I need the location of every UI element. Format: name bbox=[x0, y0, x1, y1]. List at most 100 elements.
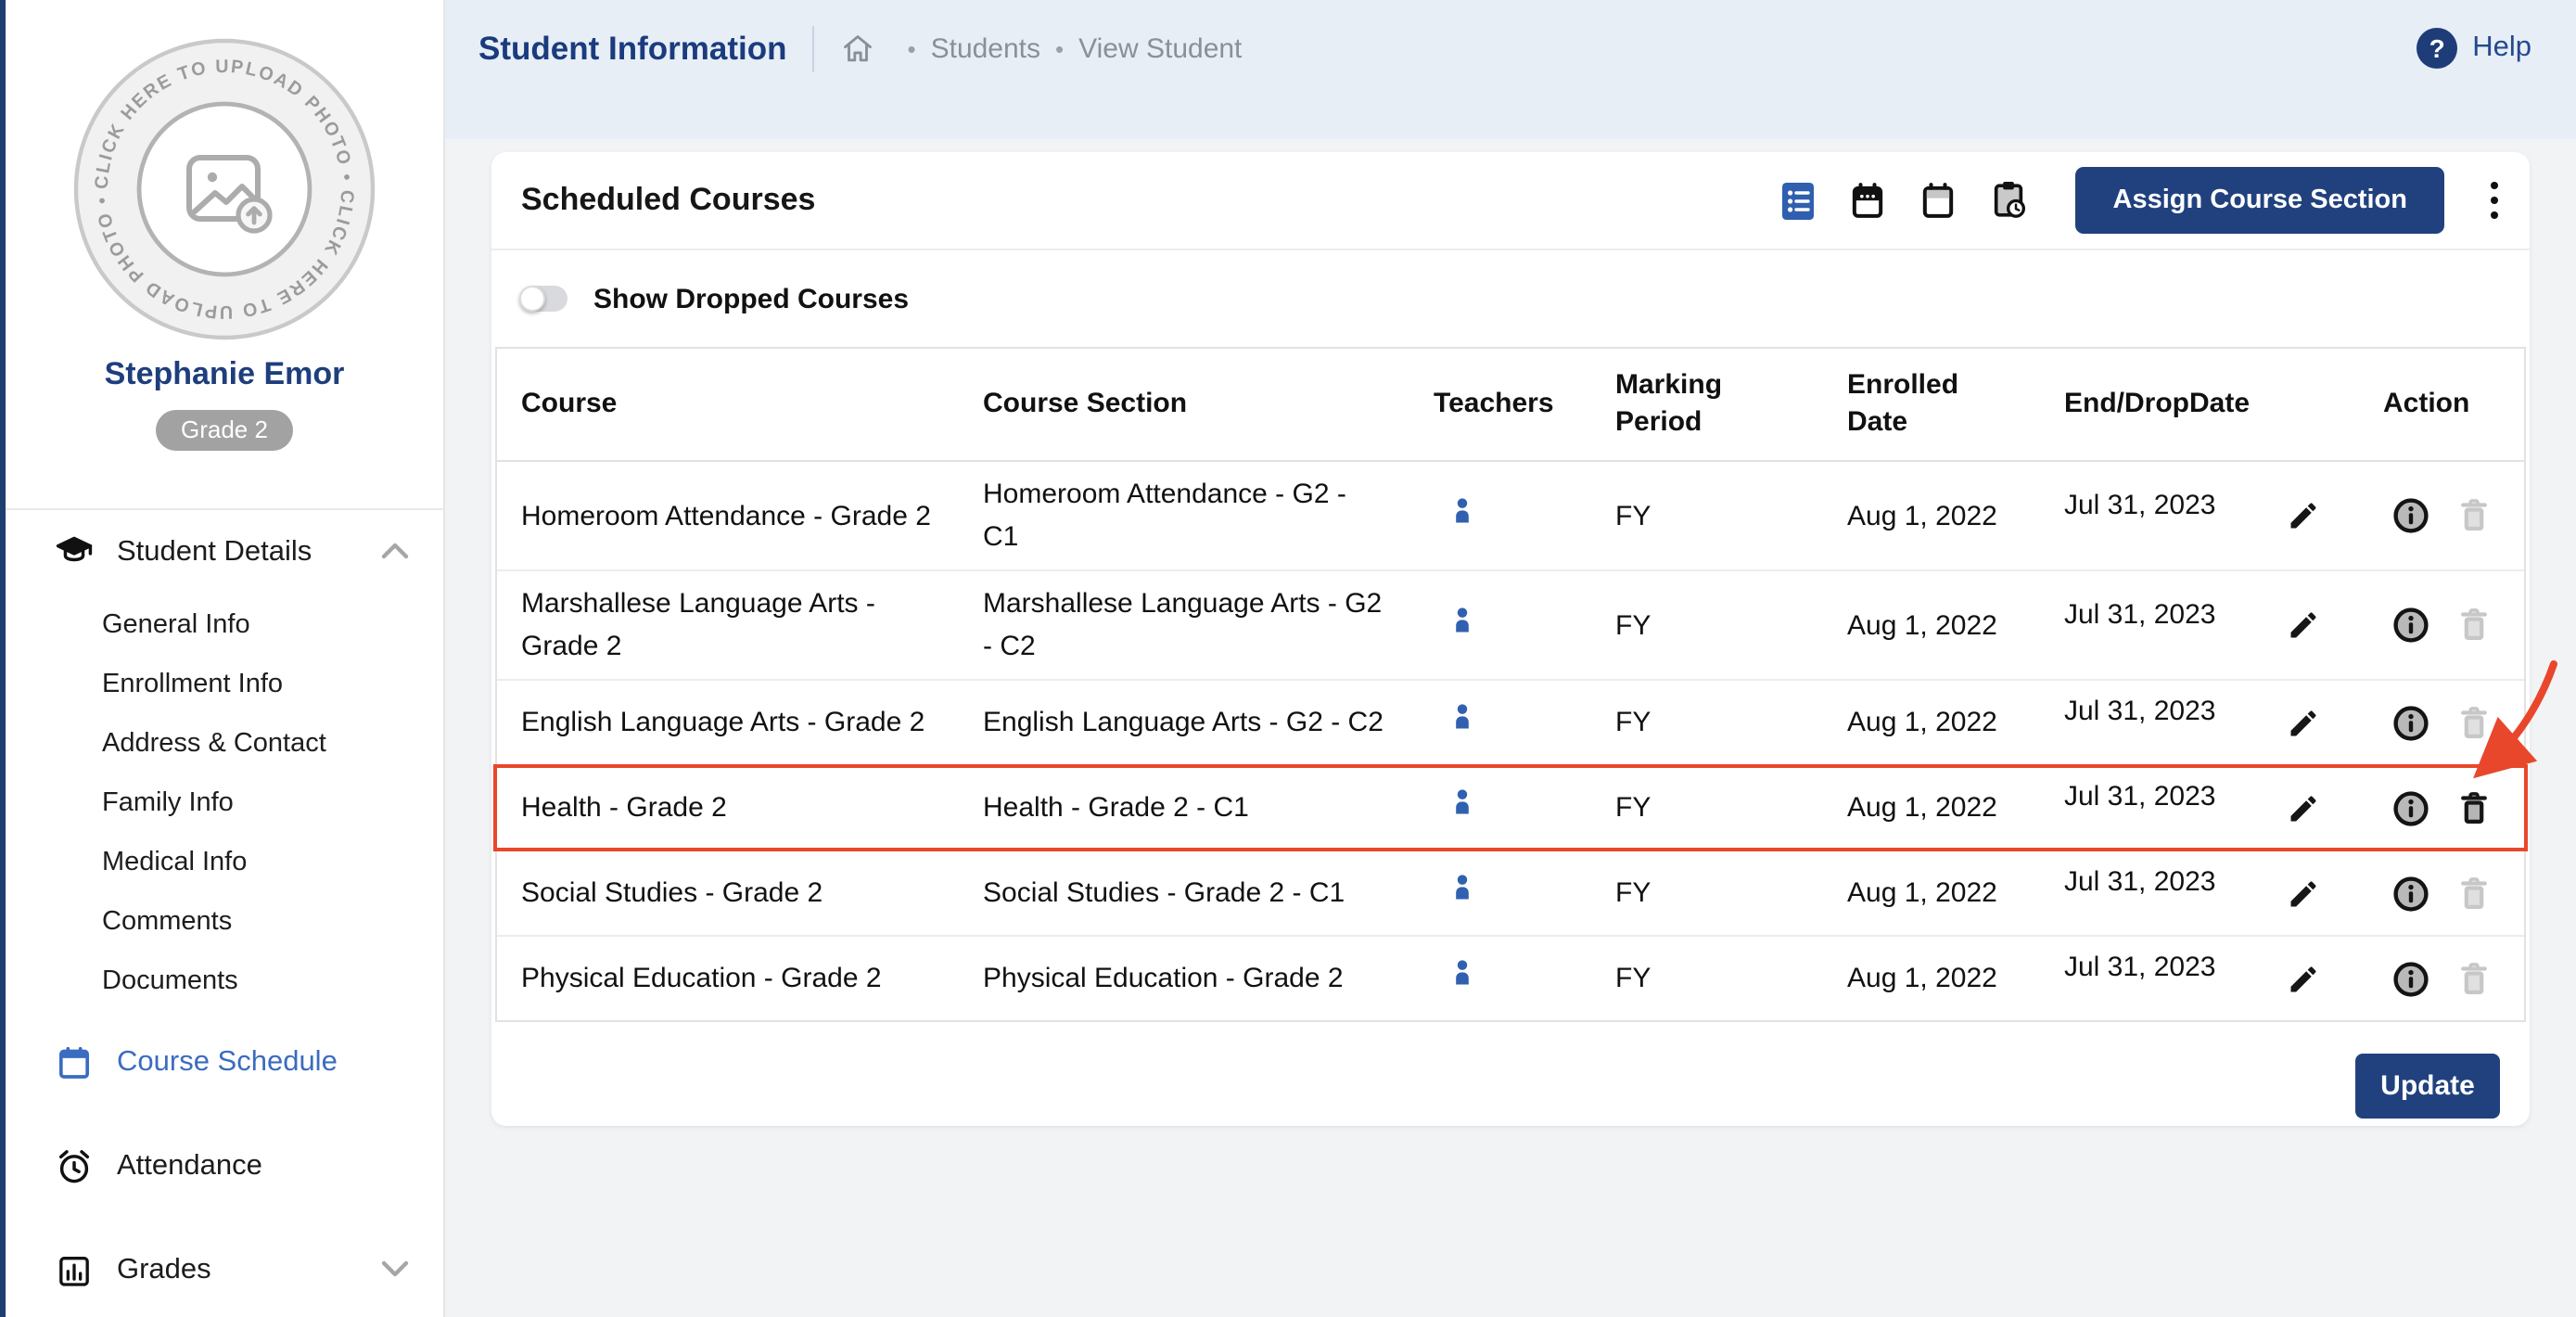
delete-trash-icon[interactable] bbox=[2457, 704, 2491, 741]
marking-period-cell: FY bbox=[1615, 792, 1651, 824]
sidebar-item-label: Student Details bbox=[117, 536, 312, 568]
sidebar-item-attendance[interactable]: Attendance bbox=[6, 1126, 443, 1208]
column-header-teachers: Teachers bbox=[1434, 388, 1554, 419]
teachers-cell bbox=[1402, 942, 1588, 1015]
scheduled-courses-card: Scheduled Courses bbox=[491, 152, 2530, 1126]
student-details-subitems: General Info Enrollment Info Address & Con… bbox=[6, 595, 443, 1011]
sidebar-item-student-details[interactable]: Student Details bbox=[6, 510, 443, 595]
column-header-end-drop-date: End/DropDate bbox=[2064, 388, 2251, 419]
delete-trash-icon[interactable] bbox=[2457, 960, 2491, 997]
breadcrumb-students[interactable]: Students bbox=[930, 32, 1041, 64]
breadcrumb-divider bbox=[812, 25, 815, 71]
course-section-cell: Physical Education - Grade 2 bbox=[983, 963, 1344, 994]
info-icon[interactable] bbox=[2392, 607, 2429, 644]
end-drop-date-cell: Jul 31, 2023 bbox=[2064, 598, 2216, 630]
delete-trash-icon[interactable] bbox=[2457, 875, 2491, 912]
course-section-cell: Health - Grade 2 - C1 bbox=[983, 792, 1249, 824]
teachers-cell bbox=[1402, 589, 1588, 661]
assign-course-section-button[interactable]: Assign Course Section bbox=[2075, 167, 2444, 234]
end-drop-date-cell: Jul 31, 2023 bbox=[2064, 696, 2216, 727]
sidebar-subitem-family-info[interactable]: Family Info bbox=[102, 788, 234, 818]
edit-pencil-icon[interactable] bbox=[2287, 608, 2320, 642]
update-button[interactable]: Update bbox=[2355, 1054, 2500, 1119]
info-icon[interactable] bbox=[2392, 875, 2429, 912]
card-toolbar: Assign Course Section bbox=[1781, 167, 2500, 234]
column-header-enrolled-date: Enrolled Date bbox=[1847, 369, 1959, 438]
upload-photo-badge[interactable]: CLICK HERE TO UPLOAD PHOTO • CLICK HERE … bbox=[70, 35, 378, 343]
table-row[interactable]: English Language Arts - Grade 2 English … bbox=[497, 681, 2524, 766]
sidebar-subitem-medical-info[interactable]: Medical Info bbox=[102, 848, 248, 877]
info-icon[interactable] bbox=[2392, 960, 2429, 997]
teacher-person-icon[interactable] bbox=[1447, 783, 1478, 833]
sidebar-subitem-general-info[interactable]: General Info bbox=[102, 610, 250, 640]
delete-trash-icon[interactable] bbox=[2457, 789, 2491, 826]
sidebar-subitem-comments[interactable]: Comments bbox=[102, 907, 233, 937]
enrolled-date-cell: Aug 1, 2022 bbox=[1847, 792, 1997, 824]
table-row[interactable]: Social Studies - Grade 2 Social Studies … bbox=[497, 851, 2524, 937]
course-cell: Homeroom Attendance - Grade 2 bbox=[521, 500, 931, 531]
delete-trash-icon[interactable] bbox=[2457, 497, 2491, 534]
help-button[interactable]: ? Help bbox=[2417, 28, 2531, 69]
chevron-down-icon[interactable] bbox=[380, 1254, 410, 1287]
teacher-person-icon[interactable] bbox=[1447, 697, 1478, 748]
alarm-clock-icon bbox=[54, 1146, 95, 1187]
delete-trash-icon[interactable] bbox=[2457, 607, 2491, 644]
table-row[interactable]: Physical Education - Grade 2 Physical Ed… bbox=[497, 937, 2524, 1020]
clipboard-clock-icon[interactable] bbox=[1991, 180, 2028, 221]
end-drop-date-cell: Jul 31, 2023 bbox=[2064, 866, 2216, 898]
chevron-up-icon[interactable] bbox=[380, 536, 410, 569]
sidebar-subitem-enrollment-info[interactable]: Enrollment Info bbox=[102, 670, 284, 699]
edit-pencil-icon[interactable] bbox=[2287, 791, 2320, 825]
end-drop-date-cell: Jul 31, 2023 bbox=[2064, 489, 2216, 520]
info-icon[interactable] bbox=[2392, 704, 2429, 741]
enrolled-date-cell: Aug 1, 2022 bbox=[1847, 500, 1997, 531]
breadcrumb-separator: • bbox=[1055, 34, 1065, 62]
teachers-cell bbox=[1402, 479, 1588, 552]
show-dropped-courses-toggle[interactable] bbox=[519, 286, 567, 312]
calendar-dots-icon[interactable] bbox=[1850, 181, 1887, 220]
column-header-marking-period: Marking Period bbox=[1615, 369, 1723, 438]
sidebar-item-grades[interactable]: Grades bbox=[6, 1230, 443, 1311]
action-cell bbox=[2263, 778, 2524, 838]
teacher-person-icon[interactable] bbox=[1447, 953, 1478, 1004]
toggle-knob bbox=[519, 286, 545, 312]
info-icon[interactable] bbox=[2392, 789, 2429, 826]
edit-pencil-icon[interactable] bbox=[2287, 706, 2320, 739]
teacher-person-icon[interactable] bbox=[1447, 491, 1478, 541]
edit-pencil-icon[interactable] bbox=[2287, 499, 2320, 532]
kebab-menu-icon[interactable] bbox=[2489, 180, 2500, 221]
action-cell bbox=[2263, 949, 2524, 1008]
course-section-cell: Marshallese Language Arts - G2 - C2 bbox=[983, 588, 1383, 662]
question-mark-icon: ? bbox=[2417, 28, 2458, 69]
list-view-icon[interactable] bbox=[1781, 181, 1817, 220]
teacher-person-icon[interactable] bbox=[1447, 868, 1478, 918]
table-row[interactable]: Health - Grade 2 Health - Grade 2 - C1 F… bbox=[493, 764, 2528, 851]
photo-upload-area[interactable]: CLICK HERE TO UPLOAD PHOTO • CLICK HERE … bbox=[6, 35, 443, 343]
teachers-cell bbox=[1402, 857, 1588, 929]
course-section-cell: Social Studies - Grade 2 - C1 bbox=[983, 877, 1345, 909]
action-cell bbox=[2263, 486, 2524, 545]
table-row[interactable]: Homeroom Attendance - Grade 2 Homeroom A… bbox=[497, 462, 2524, 571]
calendar-month-icon[interactable] bbox=[1920, 181, 1958, 220]
course-cell: Physical Education - Grade 2 bbox=[521, 963, 882, 994]
card-title: Scheduled Courses bbox=[521, 182, 816, 217]
teacher-person-icon[interactable] bbox=[1447, 600, 1478, 650]
sidebar-item-course-schedule[interactable]: Course Schedule bbox=[6, 1022, 443, 1104]
table-header-row: Course Course Section Teachers Marking P… bbox=[497, 349, 2524, 462]
sidebar-subitem-address-contact[interactable]: Address & Contact bbox=[102, 729, 326, 759]
table-row[interactable]: Marshallese Language Arts - Grade 2 Mars… bbox=[497, 571, 2524, 681]
edit-pencil-icon[interactable] bbox=[2287, 962, 2320, 995]
page-title: Student Information bbox=[478, 29, 787, 66]
edit-pencil-icon[interactable] bbox=[2287, 876, 2320, 910]
student-sidebar: CLICK HERE TO UPLOAD PHOTO • CLICK HERE … bbox=[6, 0, 445, 1317]
sidebar-subitem-documents[interactable]: Documents bbox=[102, 966, 238, 996]
sidebar-item-label: Course Schedule bbox=[117, 1046, 338, 1078]
calendar-icon bbox=[54, 1042, 95, 1083]
sidebar-item-label: Grades bbox=[117, 1254, 211, 1285]
update-row: Update bbox=[491, 1022, 2530, 1119]
sidebar-menu: Student Details General Info Enrollment I… bbox=[6, 510, 443, 1317]
home-icon[interactable] bbox=[840, 31, 875, 66]
course-cell: Marshallese Language Arts - Grade 2 bbox=[521, 588, 875, 662]
info-icon[interactable] bbox=[2392, 497, 2429, 534]
course-cell: Health - Grade 2 bbox=[521, 792, 727, 824]
